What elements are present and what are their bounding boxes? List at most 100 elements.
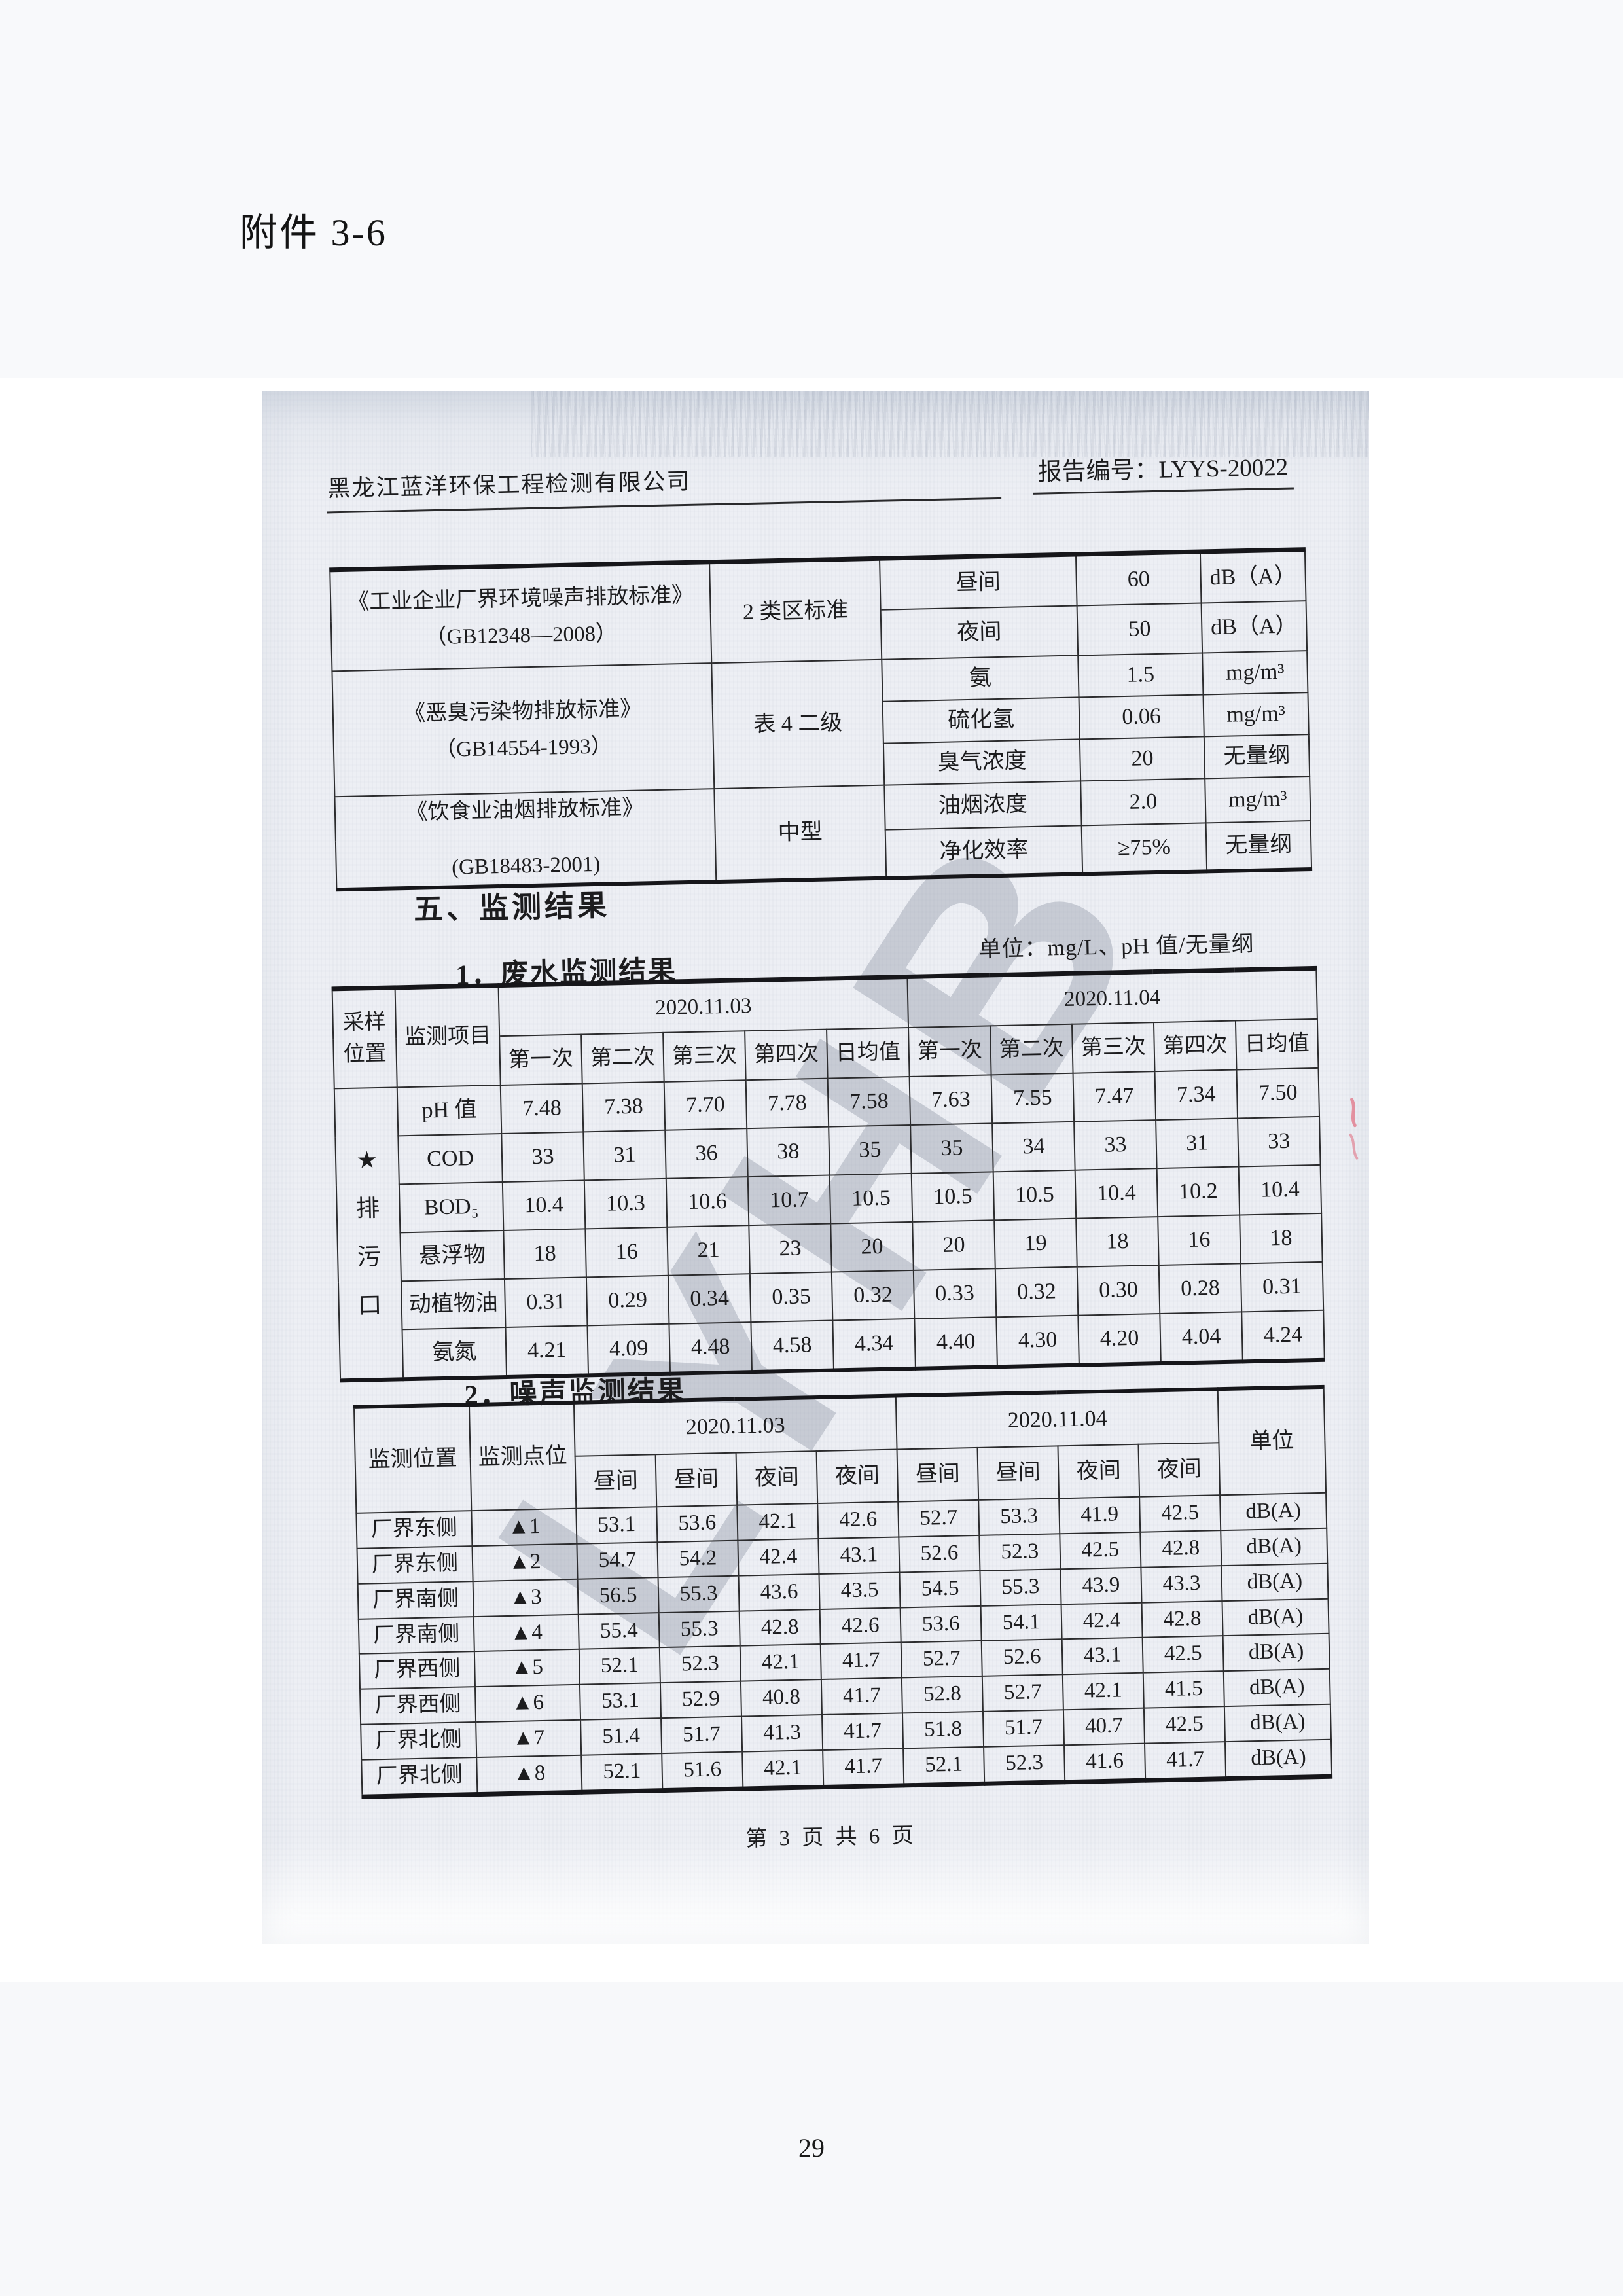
standard-name: 《工业企业厂界环境噪声排放标准》 （GB12348—2008） <box>330 562 712 672</box>
table-cell: mg/m³ <box>1205 776 1311 823</box>
table-cell: 42.8 <box>739 1609 821 1646</box>
table-cell: COD <box>398 1134 503 1185</box>
table-cell: 52.1 <box>903 1746 985 1785</box>
table-cell: 42.6 <box>817 1501 899 1539</box>
table-cell: BOD₅ <box>399 1182 504 1233</box>
table-cell: 52.8 <box>901 1676 983 1713</box>
table-cell: 43.9 <box>1060 1567 1142 1604</box>
table-cell: 43.5 <box>819 1572 901 1609</box>
section-title-monitoring-results: 五、监测结果 <box>413 889 611 926</box>
table-cell: 42.5 <box>1060 1532 1141 1570</box>
table-cell: 51.4 <box>580 1718 662 1755</box>
table-cell: 56.5 <box>577 1577 659 1615</box>
table-cell: 0.32 <box>995 1266 1079 1318</box>
table-cell: 0.30 <box>1077 1265 1160 1316</box>
table-cell: 4.40 <box>914 1317 997 1369</box>
table-cell: 7.78 <box>745 1078 829 1129</box>
table-cell: 42.5 <box>1139 1495 1221 1532</box>
table-cell: ▲1 <box>471 1508 577 1546</box>
table-cell: 42.8 <box>1140 1530 1222 1568</box>
table-cell: 54.1 <box>980 1604 1062 1641</box>
table-cell: 4.20 <box>1078 1314 1161 1365</box>
table-cell: 53.3 <box>978 1498 1060 1535</box>
table-cell: 43.6 <box>738 1573 820 1611</box>
table-cell: 42.6 <box>819 1607 901 1645</box>
table-cell: 42.1 <box>740 1644 821 1681</box>
table-cell: 21 <box>667 1225 750 1276</box>
table-cell: 43.3 <box>1141 1565 1222 1603</box>
red-pen-mark <box>1345 1096 1366 1166</box>
table-cell: 31 <box>1156 1118 1239 1169</box>
table-cell: 18 <box>503 1229 586 1280</box>
table-cell: 第三次 <box>1071 1022 1155 1073</box>
table-cell: 昼间 <box>655 1452 738 1507</box>
table-cell: 51.6 <box>662 1751 743 1791</box>
table-cell: 41.7 <box>821 1713 904 1750</box>
table-cell: 厂界西侧 <box>360 1687 476 1725</box>
table-cell: 10.7 <box>747 1175 831 1226</box>
table-cell: 23 <box>749 1223 832 1274</box>
table-cell: 油烟浓度 <box>884 781 1082 830</box>
table-cell: 18 <box>1076 1217 1159 1267</box>
company-name: 黑龙江蓝洋环保工程检测有限公司 <box>326 456 1002 514</box>
table-cell: 10.6 <box>666 1177 749 1227</box>
table-cell: 52.7 <box>901 1641 982 1678</box>
table-cell: dB(A) <box>1223 1668 1330 1707</box>
table-cell: 昼间 <box>880 554 1077 610</box>
table-cell: 4.30 <box>996 1315 1079 1367</box>
table-cell: 60 <box>1075 552 1202 606</box>
table-cell: 第三次 <box>663 1031 746 1082</box>
table-cell: ▲4 <box>473 1614 579 1652</box>
table-cell: 33 <box>1074 1120 1157 1170</box>
scanned-content: LYHB 黑龙江蓝洋环保工程检测有限公司 报告编号：LYYS-20022 《工业… <box>247 380 1387 1956</box>
table-cell: 7.50 <box>1236 1067 1320 1119</box>
table-cell: 18 <box>1240 1213 1323 1264</box>
table-cell: 昼间 <box>897 1447 979 1502</box>
table-cell: ▲8 <box>476 1755 582 1795</box>
table-cell: 7.70 <box>664 1080 747 1130</box>
table-cell: 41.9 <box>1059 1496 1141 1534</box>
table-cell: 净化效率 <box>885 825 1083 878</box>
table-cell: 43.1 <box>1061 1638 1143 1675</box>
table-cell: 54.5 <box>899 1570 981 1607</box>
table-cell: 0.34 <box>668 1274 751 1324</box>
table-cell: 第四次 <box>1153 1020 1237 1072</box>
table-cell: 53.6 <box>656 1505 738 1543</box>
table-cell: 55.3 <box>658 1575 740 1613</box>
table-cell: 夜间 <box>736 1451 818 1505</box>
table-cell: 10.4 <box>1238 1164 1322 1215</box>
table-cell: 40.8 <box>740 1679 822 1717</box>
table-cell: 40.7 <box>1063 1708 1145 1746</box>
table-cell: ≥75% <box>1081 823 1207 874</box>
table-cell: 35 <box>910 1123 993 1174</box>
table-cell: 53.1 <box>579 1683 662 1720</box>
table-cell: 昼间 <box>575 1454 657 1509</box>
table-cell: 34 <box>992 1121 1075 1172</box>
table-cell: 52.1 <box>581 1753 663 1792</box>
table-cell: ▲5 <box>474 1649 580 1687</box>
table-cell: 42.5 <box>1142 1636 1224 1673</box>
table-cell: 夜间 <box>1138 1443 1221 1497</box>
table-cell: ▲7 <box>476 1719 582 1757</box>
table-cell: 42.1 <box>1062 1672 1144 1710</box>
table-cell: 41.3 <box>741 1715 823 1752</box>
table-cell: 夜间 <box>1058 1444 1140 1499</box>
table-cell: 31 <box>583 1130 666 1181</box>
table-cell: 臭气浓度 <box>883 739 1081 785</box>
table-cell: 7.34 <box>1154 1069 1238 1121</box>
page-top-margin <box>0 0 1623 378</box>
table-cell: 中型 <box>714 785 887 882</box>
table-cell: 52.9 <box>660 1681 742 1719</box>
table-cell: 52.7 <box>982 1674 1063 1712</box>
table-cell: 51.8 <box>902 1711 984 1749</box>
table-cell: 55.4 <box>578 1612 660 1650</box>
table-cell: dB(A) <box>1221 1528 1328 1566</box>
table-cell: 10.5 <box>993 1170 1077 1221</box>
table-cell: 43.1 <box>818 1537 900 1574</box>
table-cell: ▲2 <box>472 1543 578 1581</box>
table-cell: 7.38 <box>582 1081 666 1132</box>
table-cell: 4.04 <box>1160 1312 1243 1364</box>
table-cell: 36 <box>665 1128 748 1179</box>
table-cell: 第四次 <box>745 1029 828 1081</box>
table-cell: 4.09 <box>587 1323 671 1376</box>
